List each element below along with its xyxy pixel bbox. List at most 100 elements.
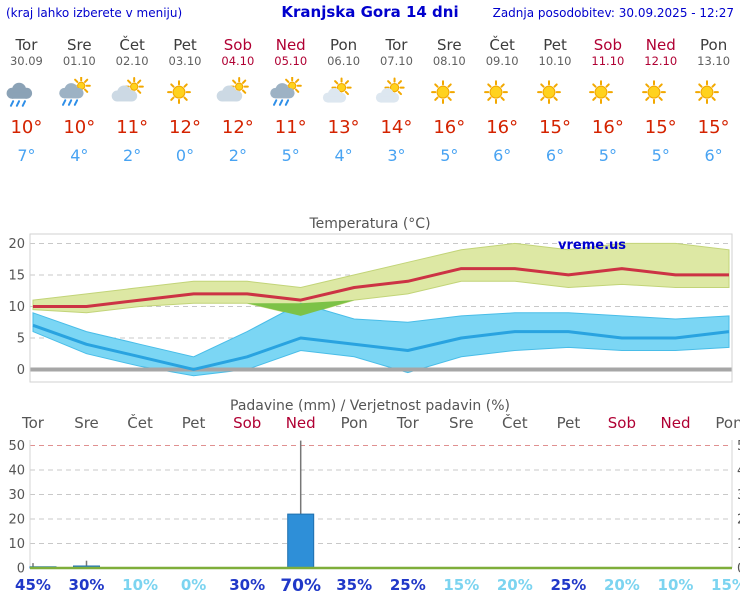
temp-plot-frame [29,233,733,383]
temp-min: 0° [175,146,195,165]
day-date: 02.10 [115,54,149,68]
temp-min: 3° [387,146,406,165]
day-column-07.10[interactable]: Tor 07.10 14° 3° [370,36,423,166]
day-date: 30.09 [9,54,43,68]
last-update-label: Zadnja posodobitev: 30.09.2025 - 12:27 [492,6,734,20]
precip-probability: 15% [443,576,479,594]
day-column-08.10[interactable]: Sre 08.10 16° 5° [423,36,476,166]
day-name: Pet [543,36,567,54]
day-date: 08.10 [432,54,466,68]
page-header: (kraj lahko izberete v meniju) Kranjska … [0,0,740,24]
day-name: Sob [223,36,252,54]
day-date: 07.10 [379,54,413,68]
day-date: 10.10 [538,54,572,68]
precip-day-label: Pon [341,414,368,432]
day-column-10.10[interactable]: Pet 10.10 15° 6° [529,36,582,166]
forecast-strip: Tor 30.09 10° 7° Sre 01.10 10° 4° Čet 02.10 11° 2° P… [0,36,740,166]
temp-max-band [32,242,730,317]
temp-min: 6° [493,146,512,165]
precip-probability: 20% [604,576,640,594]
sunny-icon [634,77,687,113]
sunny-icon [423,77,476,113]
day-date: 05.10 [274,54,308,68]
temp-max: 11° [274,117,307,138]
temp-min: 5° [598,146,617,165]
temp-max: 15° [539,117,571,138]
sunny-icon [159,77,212,113]
rain-icon [0,77,53,113]
precip-probability: 25% [390,576,426,594]
precip-bar [287,513,315,569]
temp-max-line [33,267,729,308]
precip-probability: 15% [711,576,740,594]
precip-probability: 70% [280,576,321,596]
day-name: Ned [645,36,676,54]
precip-ytick-left: 20 [8,513,25,528]
temperature-chart: 0 5 10 15 20 vreme.us [8,233,733,383]
day-name: Pon [700,36,728,54]
temp-ytick-label: 5 [17,331,25,346]
day-column-02.10[interactable]: Čet 02.10 11° 2° [106,36,159,166]
temp-min: 6° [545,146,565,165]
precip-ytick-left: 0 [17,562,25,577]
precip-day-label: Pet [182,414,206,432]
precipitation-chart-title: Padavine (mm) / Verjetnost padavin (%) [230,398,510,414]
temp-max: 12° [169,117,201,138]
day-column-12.10[interactable]: Ned 12.10 15° 5° [634,36,687,166]
temp-min: 2° [123,146,142,165]
day-date: 09.10 [485,54,519,68]
precip-day-label: Tor [396,414,420,432]
day-column-09.10[interactable]: Čet 09.10 16° 6° [476,36,529,166]
day-name: Ned [275,36,306,54]
temp-max: 10° [10,117,43,138]
precip-probability: 35% [336,576,372,594]
day-column-06.10[interactable]: Pon 06.10 13° 4° [317,36,370,166]
day-column-30.09[interactable]: Tor 30.09 10° 7° [0,36,53,166]
temp-min: 4° [70,146,89,165]
temp-ytick-label: 20 [8,237,25,252]
precip-ytick-right: 40 [737,464,740,479]
day-column-04.10[interactable]: Sob 04.10 12° 2° [211,36,264,166]
watermark-link[interactable]: vreme.us [558,238,626,253]
day-date: 11.10 [591,54,625,68]
day-date: 12.10 [644,54,678,68]
precip-day-label: Sre [74,414,99,432]
precip-probability: 30% [229,576,265,594]
precip-day-label: Čet [127,414,153,432]
temp-max: 14° [380,117,413,138]
precip-ytick-right: 50 [737,439,740,454]
precip-probability: 25% [550,576,586,594]
cloud-sun-icon [106,77,159,113]
day-column-05.10[interactable]: Ned 05.10 11° 5° [264,36,317,166]
day-date: 04.10 [221,54,255,68]
temperature-chart-title: Temperatura (°C) [309,216,431,232]
day-name: Pon [329,36,358,54]
day-name: Sre [66,36,92,54]
day-date: 03.10 [168,54,202,68]
temp-max: 12° [221,117,254,138]
sunny-icon [476,77,529,113]
day-column-03.10[interactable]: Pet 03.10 12° 0° [159,36,212,166]
temp-min: 5° [440,146,459,165]
precip-ytick-left: 30 [8,488,25,503]
precip-ytick-left: 40 [8,464,25,479]
precip-ytick-right: 0 [737,562,740,577]
day-date: 13.10 [697,54,731,68]
precip-probability: 30% [69,576,105,594]
day-column-01.10[interactable]: Sre 01.10 10° 4° [53,36,106,166]
precip-ytick-left: 10 [8,537,25,552]
rain-sun-icon [53,77,106,113]
temp-min-line [32,323,730,371]
sunny-icon [581,77,634,113]
sunny-icon [687,77,740,113]
precip-ytick-right: 20 [737,513,740,528]
precip-day-label: Pon [715,414,740,432]
precip-day-label: Sob [233,414,261,432]
rain-sun-icon [264,77,317,113]
temp-max: 16° [591,117,624,138]
temp-ytick-label: 0 [17,363,25,378]
page-title: Kranjska Gora 14 dni [281,3,459,21]
partly-icon [317,77,370,113]
day-column-13.10[interactable]: Pon 13.10 15° 6° [687,36,740,166]
day-column-11.10[interactable]: Sob 11.10 16° 5° [581,36,634,166]
